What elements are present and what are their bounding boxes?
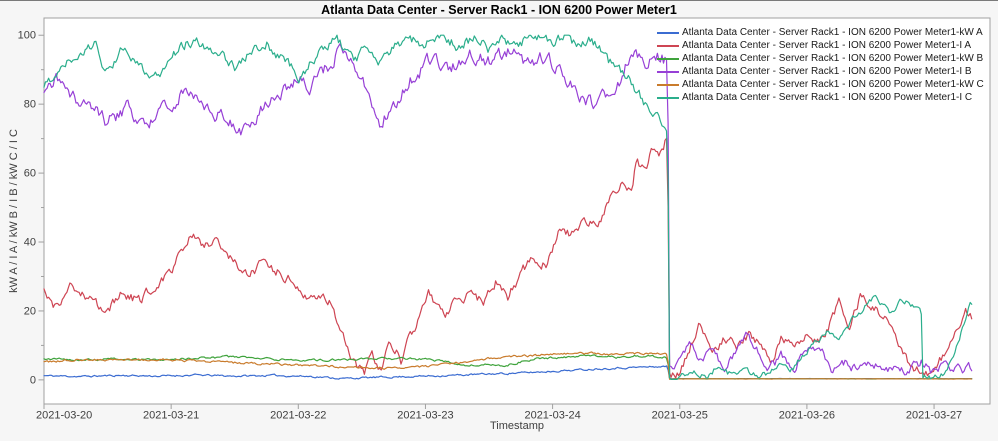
y-tick-label: 40 <box>24 237 36 249</box>
legend-item-label: Atlanta Data Center - Server Rack1 - ION… <box>682 66 972 77</box>
legend-swatch-line <box>657 96 679 99</box>
x-tick-label: 2021-03-20 <box>36 410 92 422</box>
x-tick-label: 2021-03-22 <box>270 410 326 422</box>
x-tick-label: 2021-03-27 <box>906 410 962 422</box>
legend: Atlanta Data Center - Server Rack1 - ION… <box>657 26 984 104</box>
legend-item-i-c[interactable]: Atlanta Data Center - Server Rack1 - ION… <box>657 91 984 104</box>
legend-swatch-line <box>657 83 679 86</box>
y-tick-label: 80 <box>24 99 36 111</box>
y-axis-label: kW A / I A / kW B / I B / kW C / I C <box>8 129 20 293</box>
y-tick-label: 100 <box>18 30 36 42</box>
plot-background[interactable] <box>43 17 991 405</box>
legend-swatch-line <box>657 70 679 73</box>
legend-item-label: Atlanta Data Center - Server Rack1 - ION… <box>682 79 984 90</box>
x-axis-label: Timestamp <box>490 420 544 432</box>
legend-item-label: Atlanta Data Center - Server Rack1 - ION… <box>682 40 972 51</box>
legend-item-label: Atlanta Data Center - Server Rack1 - ION… <box>682 53 984 64</box>
series-line-i-c <box>43 34 973 380</box>
y-tick-label: 60 <box>24 168 36 180</box>
legend-item-kw-a[interactable]: Atlanta Data Center - Server Rack1 - ION… <box>657 26 984 39</box>
legend-swatch-line <box>657 31 679 34</box>
series-line-kw-c <box>43 351 973 380</box>
series-line-i-a <box>43 137 973 379</box>
series-line-i-b <box>43 43 973 376</box>
chart-title: Atlanta Data Center - Server Rack1 - ION… <box>321 3 677 17</box>
y-tick-label: 20 <box>24 305 36 317</box>
legend-swatch-line <box>657 44 679 47</box>
legend-item-i-a[interactable]: Atlanta Data Center - Server Rack1 - ION… <box>657 39 984 52</box>
legend-item-label: Atlanta Data Center - Server Rack1 - ION… <box>682 27 983 38</box>
x-tick-label: 2021-03-23 <box>397 410 453 422</box>
x-tick-label: 2021-03-25 <box>652 410 708 422</box>
x-tick-label: 2021-03-21 <box>143 410 199 422</box>
y-tick-label: 0 <box>30 374 36 386</box>
legend-item-kw-b[interactable]: Atlanta Data Center - Server Rack1 - ION… <box>657 52 984 65</box>
legend-swatch-line <box>657 57 679 60</box>
x-tick-label: 2021-03-26 <box>779 410 835 422</box>
x-tick-label: 2021-03-24 <box>524 410 580 422</box>
legend-item-label: Atlanta Data Center - Server Rack1 - ION… <box>682 92 973 103</box>
legend-item-i-b[interactable]: Atlanta Data Center - Server Rack1 - ION… <box>657 65 984 78</box>
legend-item-kw-c[interactable]: Atlanta Data Center - Server Rack1 - ION… <box>657 78 984 91</box>
